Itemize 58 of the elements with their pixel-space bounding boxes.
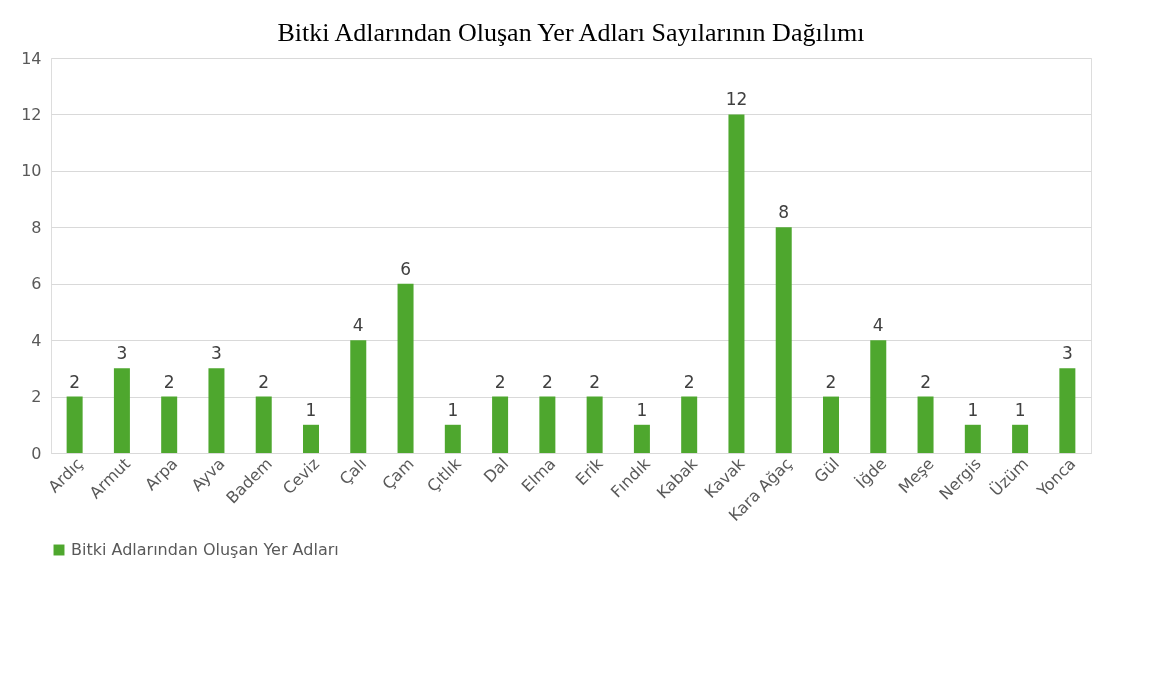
y-tick-label: 8 bbox=[31, 217, 42, 237]
bar bbox=[586, 396, 603, 453]
data-label: 2 bbox=[494, 371, 506, 392]
bar bbox=[66, 396, 83, 453]
data-label: 4 bbox=[872, 315, 884, 336]
bar bbox=[964, 424, 981, 453]
data-label: 2 bbox=[258, 371, 270, 392]
y-tick-label: 2 bbox=[31, 387, 42, 407]
y-tick-label: 10 bbox=[21, 161, 42, 181]
bar bbox=[255, 396, 272, 453]
bar bbox=[681, 396, 698, 453]
data-label: 2 bbox=[69, 371, 81, 392]
y-tick-label: 14 bbox=[21, 48, 42, 68]
bar bbox=[1012, 424, 1029, 453]
data-label: 1 bbox=[967, 399, 979, 420]
bar bbox=[823, 396, 839, 453]
bar bbox=[1059, 368, 1076, 453]
bar bbox=[492, 396, 509, 453]
data-label: 2 bbox=[825, 371, 837, 392]
data-label: 12 bbox=[725, 89, 748, 110]
data-label: 2 bbox=[163, 371, 175, 392]
chart-title: Bitki Adlarından Oluşan Yer Adları Sayılarının Dağılımı bbox=[277, 18, 865, 47]
bar bbox=[303, 424, 319, 453]
data-label: 1 bbox=[305, 399, 317, 420]
data-label: 8 bbox=[778, 202, 790, 223]
y-tick-label: 0 bbox=[31, 443, 42, 463]
data-label: 2 bbox=[589, 371, 601, 392]
data-label: 1 bbox=[1014, 399, 1026, 420]
bar bbox=[350, 340, 367, 453]
bar bbox=[870, 340, 887, 453]
bar bbox=[728, 114, 745, 453]
bar bbox=[917, 396, 934, 453]
bar bbox=[161, 396, 178, 453]
bar bbox=[539, 396, 556, 453]
bar bbox=[633, 424, 650, 453]
x-tick-label: Dal bbox=[479, 454, 513, 487]
data-label: 2 bbox=[683, 371, 695, 392]
data-label: 2 bbox=[920, 371, 931, 392]
bar bbox=[775, 227, 792, 453]
bar bbox=[208, 368, 225, 453]
data-label: 1 bbox=[636, 399, 648, 420]
legend-label: Bitki Adlarından Oluşan Yer Adları bbox=[71, 540, 339, 559]
data-label: 3 bbox=[116, 343, 128, 364]
bar bbox=[397, 283, 414, 453]
data-label: 2 bbox=[541, 371, 553, 392]
x-tick-label: Çalı bbox=[335, 454, 371, 489]
data-label: 3 bbox=[1061, 343, 1073, 364]
data-label: 4 bbox=[352, 315, 364, 336]
y-tick-label: 12 bbox=[21, 104, 42, 124]
data-label: 1 bbox=[447, 399, 459, 420]
y-tick-label: 4 bbox=[31, 330, 42, 350]
bar bbox=[113, 368, 130, 453]
data-label: 6 bbox=[400, 258, 411, 279]
bar bbox=[444, 424, 461, 453]
data-label: 3 bbox=[211, 343, 222, 364]
x-tick-label: Gül bbox=[810, 454, 844, 487]
x-tick-label: Erik bbox=[571, 453, 608, 490]
y-tick-label: 6 bbox=[31, 274, 42, 294]
